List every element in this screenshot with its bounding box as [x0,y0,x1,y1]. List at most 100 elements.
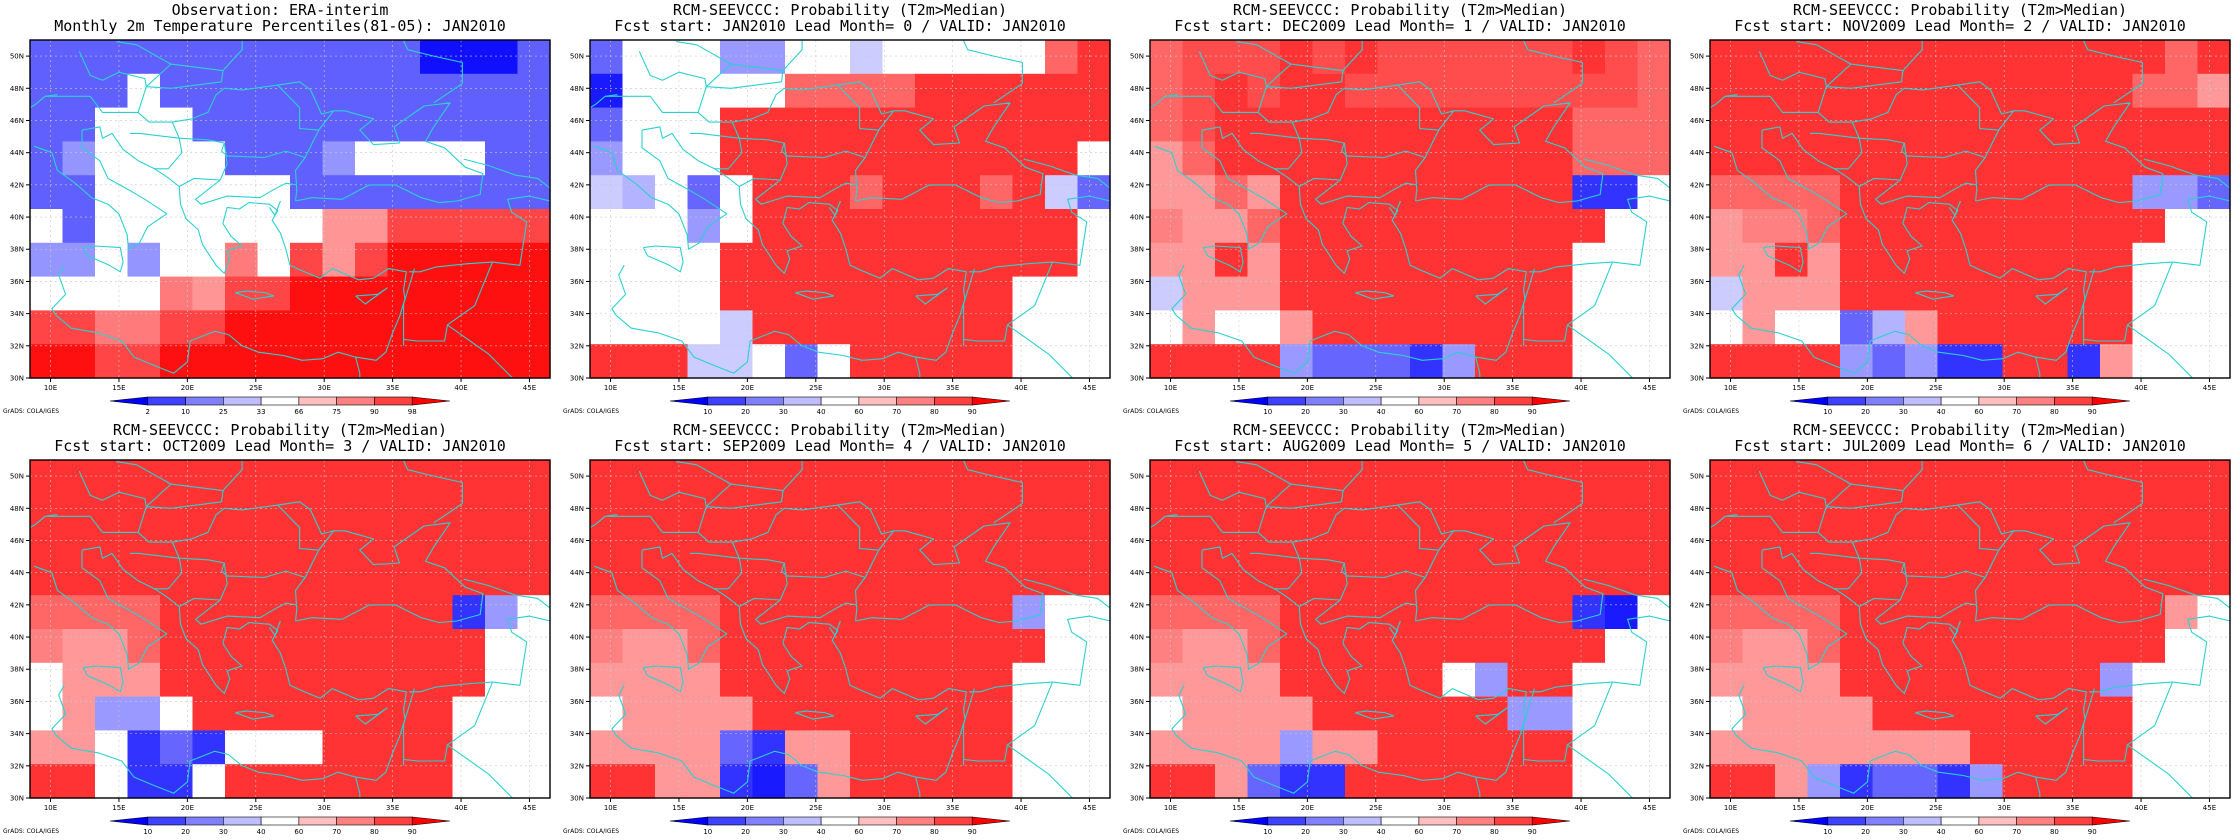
heatmap-cell [62,209,96,244]
heatmap-cell [590,276,624,311]
heatmap-cell [1572,629,1606,664]
heatmap-cell [1905,696,1939,731]
heatmap-cell [290,527,324,562]
heatmap-cell [1215,629,1249,664]
coastline [1175,546,1527,794]
heatmap-cell [1605,764,1639,799]
heatmap-cell [160,662,194,698]
chart-title-line2: Fcst start: AUG2009 Lead Month= 5 / VALI… [1174,437,1626,455]
heatmap-cell [1775,764,1809,799]
heatmap-cell [687,629,721,664]
colorbar-swatch [707,816,746,826]
coastline [1731,685,1747,736]
heatmap-cell [2100,209,2134,244]
x-tick-label: 45E [1083,384,1096,392]
heatmap-cell [655,730,689,765]
colorbar-label: 20 [741,408,750,416]
colorbar-swatch [374,396,413,406]
x-tick-label: 10E [1164,384,1177,392]
coastline [277,81,334,115]
heatmap-cell [1012,344,1046,379]
heatmap-cell [355,344,389,379]
coastline [915,356,921,378]
heatmap-cell [420,310,454,345]
heatmap-cell [1247,730,1281,765]
colorbar-swatch [109,816,149,826]
heatmap-cell [160,310,194,345]
chart-title-line1: Observation: ERA-interim [172,1,389,19]
heatmap-cell [2035,460,2069,495]
heatmap-cell [915,629,949,664]
heatmap-cell [2035,764,2069,799]
heatmap-cell [1442,527,1476,562]
heatmap-cell [2165,242,2199,278]
x-tick-label: 10E [44,804,57,812]
coastline [1153,130,1288,250]
heatmap-cell [785,527,819,562]
heatmap-cell [1637,696,1671,731]
heatmap-cell [355,629,389,664]
coastline [1265,63,1344,88]
heatmap-cell [225,730,259,765]
coastline [402,460,463,524]
heatmap-cell [1215,40,1249,75]
heatmap-cell [980,175,1014,210]
x-tick-label: 40E [1574,804,1587,812]
colorbar-label: 70 [332,828,341,836]
heatmap-cell [2132,493,2166,529]
heatmap-cell [1150,696,1184,731]
coastline [1523,681,1614,762]
heatmap-cell [95,527,129,562]
heatmap-cell [2100,276,2134,311]
heatmap-cell [2002,276,2036,311]
coastline [854,522,1044,624]
heatmap-cell [62,175,96,210]
colorbar-label: 10 [703,408,712,416]
heatmap-cell [485,595,519,630]
y-tick-label: 38N [1690,666,1704,674]
heatmap-cell [590,107,624,142]
heatmap-cell [1182,276,1216,311]
heatmap-cell [30,460,64,495]
heatmap-cell [1345,764,1379,799]
coastline [1198,471,1267,507]
coastline [1796,461,1852,485]
heatmap-cell [355,764,389,799]
colorbar-swatch [336,816,375,826]
heatmap-cell [752,276,786,311]
colorbar-label: 40 [257,828,266,836]
heatmap-cell [355,242,389,278]
heatmap-cell [1605,595,1639,630]
heatmap-cell [485,696,519,731]
heatmap-cell [1572,493,1606,529]
coastline [1949,200,1961,216]
heatmap-cell [720,209,754,244]
heatmap-cell [1312,276,1346,311]
coastline [1875,179,1977,205]
coastline [962,460,1023,524]
heatmap-cell [1182,175,1216,210]
coastline [179,557,228,601]
heatmap-cell [1377,242,1411,278]
coastline [1758,51,1827,87]
heatmap-cell [1345,629,1379,664]
map-frame [29,39,551,379]
heatmap-cell [1605,527,1639,562]
colorbar-label: 10 [143,828,152,836]
heatmap-cell [687,493,721,529]
heatmap-cell [817,242,851,278]
heatmap-cells [590,460,1111,799]
heatmap-cell [1840,493,1874,529]
coastline [676,461,732,485]
y-tick-label: 46N [1130,117,1144,125]
heatmap-cell [1605,107,1639,142]
heatmap-cell [1150,40,1184,75]
y-tick-label: 44N [570,149,584,157]
y-tick-label: 32N [570,762,584,770]
coastline [615,546,967,794]
y-tick-label: 32N [10,342,24,350]
heatmap-cell [62,276,96,311]
heatmap-cell [1182,310,1216,345]
heatmap-cell [882,629,916,664]
heatmap-cell [517,696,551,731]
